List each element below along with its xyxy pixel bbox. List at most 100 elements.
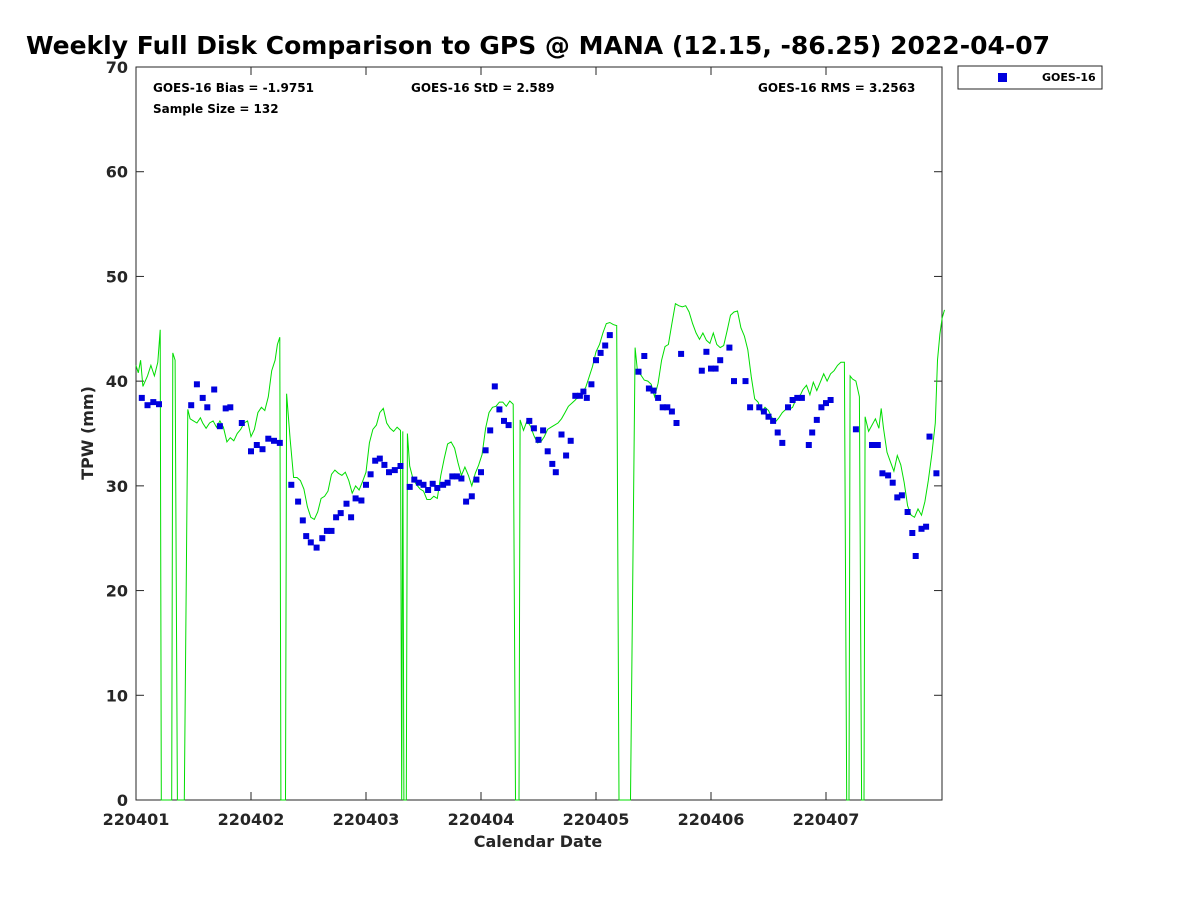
goes-16-point [668, 408, 675, 415]
goes-16-point [898, 492, 905, 499]
goes-16-point [774, 429, 781, 436]
x-tick-label: 220406 [678, 810, 745, 829]
goes-16-point [367, 471, 374, 478]
goes-16-point [505, 422, 512, 429]
goes-16-point [809, 429, 816, 436]
goes-16-point [288, 481, 295, 488]
goes-16-point [588, 381, 595, 388]
goes-16-point [337, 510, 344, 517]
goes-16-point [805, 442, 812, 448]
goes-16-point [358, 497, 365, 504]
goes-16-point [558, 431, 565, 438]
goes-16-point [429, 480, 436, 487]
goes-16-point [144, 402, 151, 409]
y-tick-label: 0 [117, 791, 128, 810]
goes-16-point [271, 437, 277, 444]
goes-16-point [372, 457, 379, 464]
y-axis: 0 10 20 30 40 50 60 70 [106, 58, 942, 810]
goes-16-point [478, 469, 484, 476]
goes-16-point [458, 475, 465, 482]
goes-16-point [712, 365, 719, 372]
goes-16-point [933, 470, 940, 477]
goes-16-point [747, 404, 754, 411]
goes-16-point [703, 348, 710, 355]
goes-16-point [352, 495, 359, 502]
goes-16-point [150, 399, 157, 406]
goes-16-point [211, 386, 218, 393]
goes-16-point [760, 408, 767, 415]
goes-16-point [328, 527, 335, 534]
y-tick-label: 40 [106, 372, 128, 391]
goes-16-point [313, 544, 320, 551]
y-tick-label: 70 [106, 58, 128, 77]
goes-16-point [606, 332, 613, 339]
goes-16-point [530, 425, 537, 432]
sample-size-stat: Sample Size = 132 [153, 102, 279, 116]
goes-16-point [827, 397, 834, 403]
goes-16-point [299, 517, 306, 524]
goes-16-point [659, 404, 666, 411]
y-tick-label: 10 [106, 686, 128, 705]
goes-16-point [655, 394, 662, 401]
legend: GOES-16 [957, 65, 1103, 90]
y-tick-label: 50 [106, 267, 128, 286]
goes-16-point [381, 461, 388, 468]
chart-title: Weekly Full Disk Comparison to GPS @ MAN… [26, 31, 1050, 60]
goes-16-point [276, 439, 283, 446]
goes-16-point [376, 455, 383, 462]
legend-label: GOES-16 [1042, 71, 1096, 84]
goes-16-point [678, 350, 685, 357]
goes-16-point [756, 404, 763, 411]
legend-box [957, 65, 1103, 90]
goes-16-point [909, 530, 916, 536]
goes-16-point [567, 437, 574, 444]
goes-16-point [482, 447, 489, 454]
goes-16-point [926, 433, 933, 440]
goes-16-point [535, 436, 542, 443]
goes-16-point [770, 417, 777, 424]
y-tick-label: 60 [106, 163, 128, 182]
x-tick-label: 220405 [563, 810, 630, 829]
goes-16-point [397, 463, 404, 469]
goes-16-point [425, 487, 432, 493]
goes-16-point [552, 469, 559, 476]
goes-16-point [526, 417, 533, 424]
goes-16-point [468, 493, 475, 500]
goes-16-point [593, 357, 599, 364]
x-tick-label: 220407 [793, 810, 860, 829]
x-axis-label: Calendar Date [474, 832, 603, 851]
goes-16-point [885, 472, 892, 479]
goes-16-point [818, 404, 825, 411]
y-axis-label: TPW (mm) [78, 386, 97, 480]
goes-16-point [248, 448, 254, 455]
std-stat: GOES-16 StD = 2.589 [411, 81, 554, 95]
goes-16-point [348, 514, 355, 521]
goes-16-point [923, 523, 930, 530]
bias-stat: GOES-16 Bias = -1.9751 [153, 81, 314, 95]
goes-16-point [343, 500, 350, 507]
goes-16-point [204, 404, 211, 411]
goes-16-point [664, 404, 671, 411]
goes-16-point [473, 476, 480, 483]
goes-16-point [319, 535, 326, 542]
rms-stat: GOES-16 RMS = 3.2563 [758, 81, 915, 95]
goes-16-point [540, 427, 547, 434]
goes-16-point [798, 394, 805, 401]
goes-16-point [323, 527, 330, 534]
goes-16-point [879, 470, 886, 477]
goes-16-point [487, 427, 494, 434]
legend-marker [998, 73, 1007, 82]
goes-16-point [501, 417, 507, 424]
goes-16-point [333, 514, 340, 521]
goes-16-point [874, 442, 881, 448]
goes-16-point [742, 378, 749, 385]
goes-16-point [869, 442, 875, 448]
goes-16-point [216, 423, 223, 430]
goes-16-point [420, 481, 427, 488]
goes-16-point [889, 479, 896, 486]
goes-16-point [645, 385, 652, 392]
goes-16-point [265, 435, 272, 442]
goes-16-point [156, 401, 162, 408]
goes-16-point [823, 400, 829, 407]
